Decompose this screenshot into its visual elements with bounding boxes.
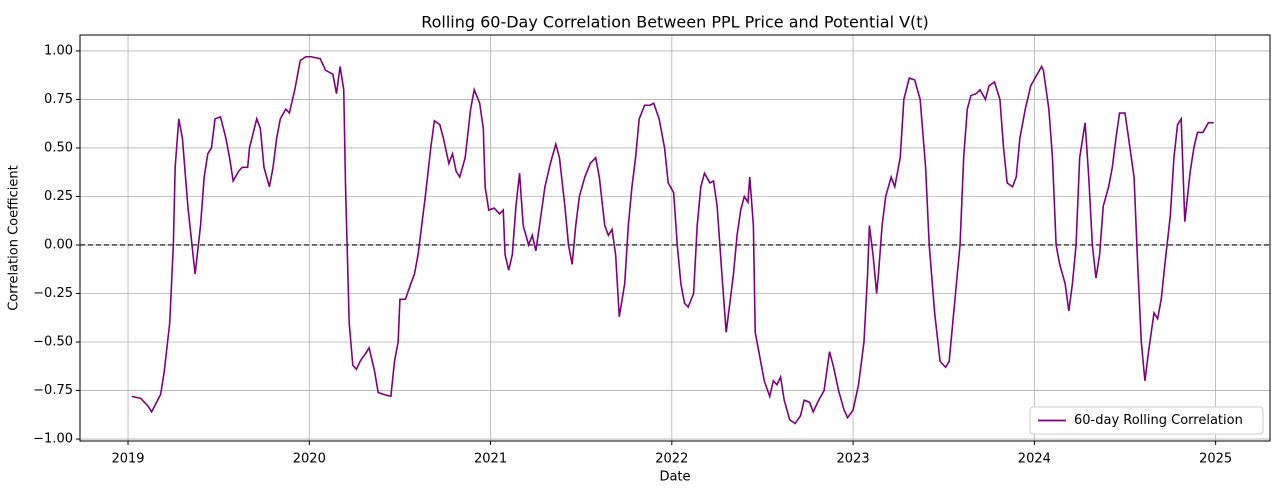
data-line (131, 55, 1214, 425)
y-tick-label: 0.00 (44, 237, 73, 252)
chart-title: Rolling 60-Day Correlation Between PPL P… (421, 13, 929, 32)
x-tick-label: 2019 (111, 452, 144, 467)
y-tick-label: 0.50 (44, 140, 73, 155)
y-tick-label: −1.00 (33, 432, 73, 447)
y-tick-label: −0.75 (33, 383, 73, 398)
x-tick-label: 2023 (837, 452, 870, 467)
x-tick-label: 2022 (655, 452, 688, 467)
legend-box (1029, 406, 1264, 435)
x-tick-label: 2021 (474, 452, 507, 467)
x-tick-label: 2025 (1199, 452, 1232, 467)
y-tick-label: 1.00 (44, 43, 73, 58)
plot-frame (79, 34, 1271, 442)
x-tick-label: 2020 (293, 452, 326, 467)
y-tick-label: −0.50 (33, 335, 73, 350)
x-axis-label: Date (659, 470, 690, 485)
y-tick-label: −0.25 (33, 286, 73, 301)
y-axis-label: Correlation Coefficient (7, 165, 22, 311)
legend-label: 60-day Rolling Correlation (1074, 413, 1243, 428)
y-tick-label: 0.25 (44, 189, 73, 204)
x-tick-label: 2024 (1018, 452, 1051, 467)
y-tick-label: 0.75 (44, 92, 73, 107)
